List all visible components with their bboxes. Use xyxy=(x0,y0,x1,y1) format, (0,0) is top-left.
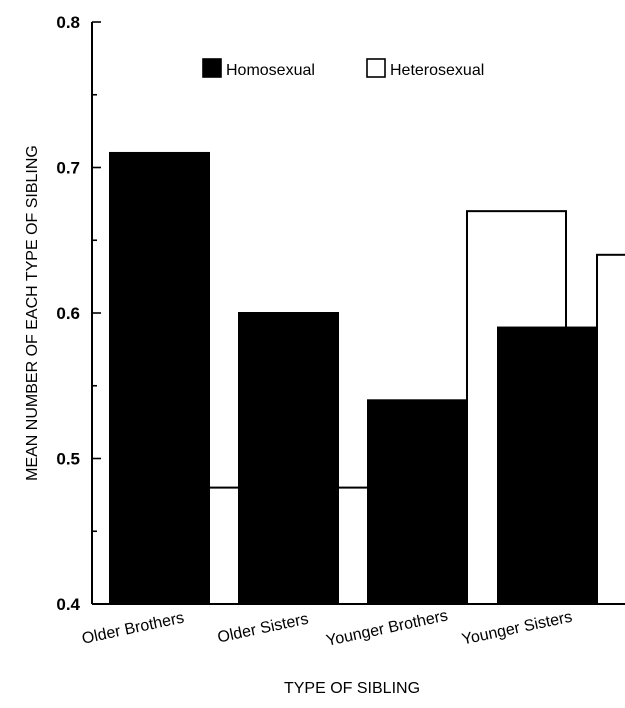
y-tick-label: 0.5 xyxy=(56,450,80,469)
legend-label-homosexual: Homosexual xyxy=(226,62,315,79)
bar-homosexual-older-brothers xyxy=(109,151,210,605)
x-tick-label: Younger Brothers xyxy=(325,607,450,649)
y-tick-label: 0.8 xyxy=(56,13,80,32)
legend-label-heterosexual: Heterosexual xyxy=(390,62,484,79)
bar-heterosexual-younger-sisters xyxy=(596,253,625,606)
y-tick-label: 0.4 xyxy=(56,595,80,614)
bars-group xyxy=(109,151,625,606)
bar-homosexual-younger-brothers xyxy=(367,399,468,605)
x-tick-label: Older Sisters xyxy=(216,611,310,647)
x-tick-labels-group: Older Brothers Older Sisters Younger Broth… xyxy=(80,607,573,649)
y-tick-label: 0.6 xyxy=(56,304,80,323)
x-axis-title: TYPE OF SIBLING xyxy=(284,680,420,697)
legend-swatch-heterosexual xyxy=(366,58,386,78)
x-tick-label: Older Brothers xyxy=(80,609,185,647)
legend: Homosexual Heterosexual xyxy=(202,58,484,79)
bar-homosexual-older-sisters xyxy=(238,312,339,605)
bar-homosexual-younger-sisters xyxy=(497,326,598,605)
x-tick-label: Younger Sisters xyxy=(460,609,573,649)
legend-swatch-homosexual xyxy=(202,58,222,78)
y-axis-title: MEAN NUMBER OF EACH TYPE OF SIBLING xyxy=(24,145,41,481)
y-ticks-group: 0.4 0.5 0.6 0.7 0.8 xyxy=(56,13,101,614)
y-tick-label: 0.7 xyxy=(56,159,80,178)
